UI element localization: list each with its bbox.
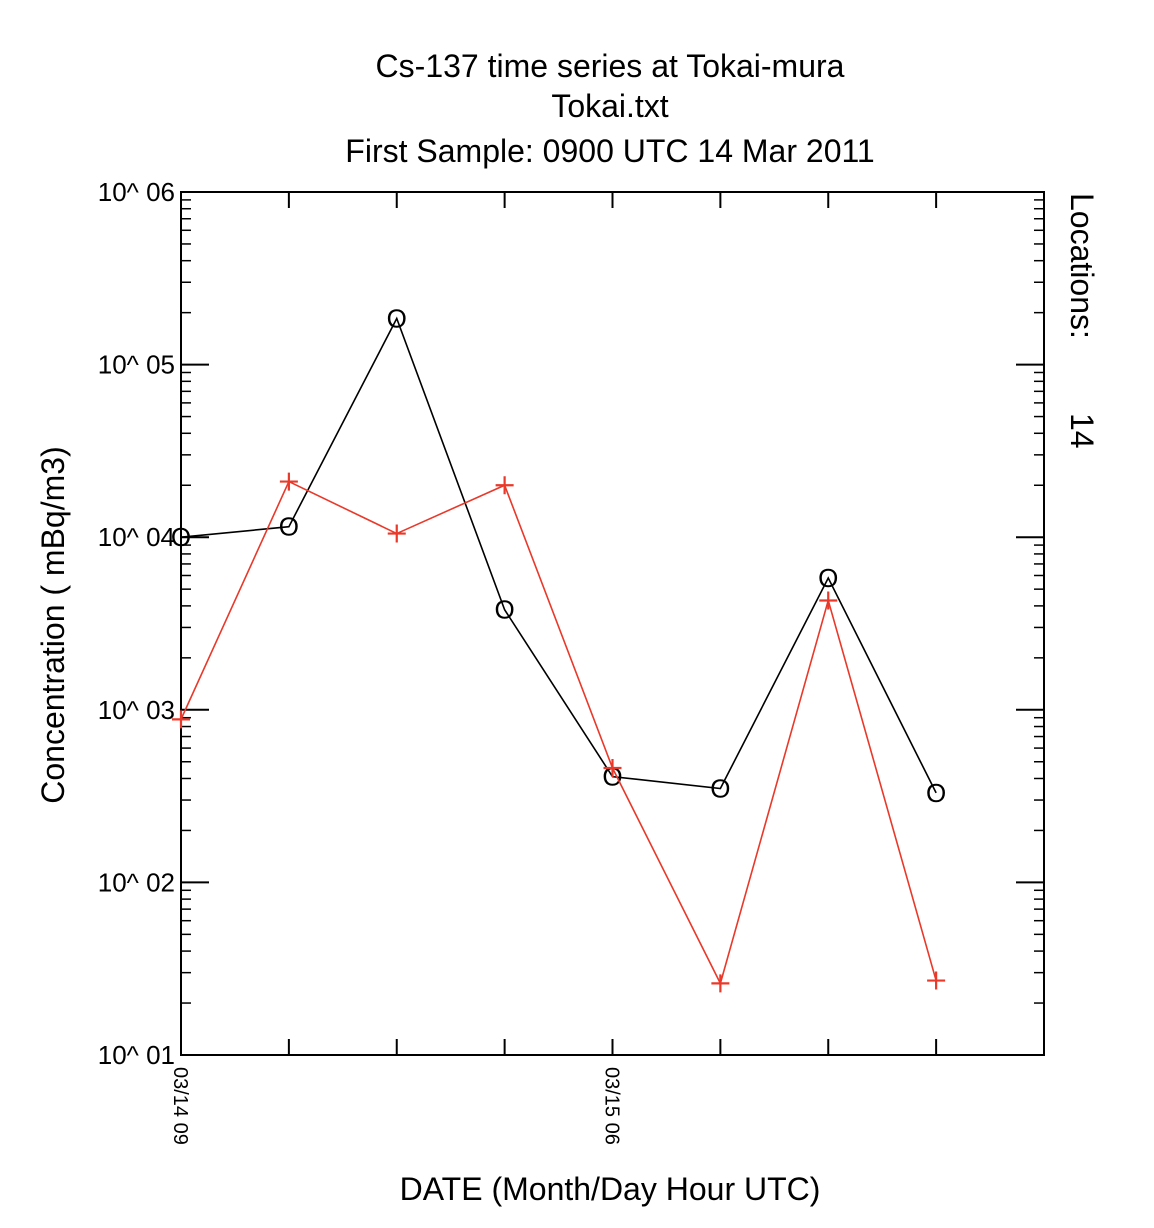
- plot-frame: [180, 191, 1045, 1056]
- x-tick-label: 03/14 09: [169, 1067, 191, 1145]
- title-line-3: First Sample: 0900 UTC 14 Mar 2011: [345, 133, 874, 169]
- axes: [180, 191, 1045, 1056]
- series-line-1: [180, 480, 937, 986]
- locations-label: Locations:: [1064, 193, 1100, 339]
- title-line-2: Tokai.txt: [551, 88, 668, 124]
- data-point-o: O: [495, 595, 515, 625]
- y-tick-label: 10^ 01: [98, 1040, 175, 1070]
- data-point-plus: [927, 971, 946, 990]
- y-tick-label: 10^ 06: [98, 177, 175, 207]
- x-axis-label: DATE (Month/Day Hour UTC): [400, 1171, 821, 1207]
- data-point-plus: [819, 591, 838, 610]
- series-line-0: [180, 316, 937, 794]
- data-point-plus: [387, 524, 406, 543]
- data-point-plus: [603, 759, 622, 778]
- title-line-1: Cs-137 time series at Tokai-mura: [376, 48, 845, 84]
- data-point-o: O: [387, 303, 407, 333]
- data-point-plus: [172, 710, 190, 729]
- y-tick-label: 10^ 02: [98, 867, 175, 897]
- data-point-o: O: [279, 512, 299, 542]
- data-point-plus: [495, 476, 514, 495]
- x-axis-ticks: 03/14 09 03/15 06: [169, 192, 938, 1145]
- data-point-plus: [279, 472, 298, 491]
- data-point-o: O: [171, 522, 191, 552]
- y-axis-label: Concentration ( mBq/m3): [35, 446, 71, 803]
- data-point-o: O: [710, 773, 730, 803]
- y-axis-ticks: 10^ 01 10^ 02 10^ 03 10^ 04 10^ 05 10^ 06: [98, 177, 1044, 1070]
- data-point-o: O: [926, 778, 946, 808]
- y-tick-label: 10^ 05: [98, 350, 175, 380]
- data-point-plus: [711, 974, 730, 993]
- locations-value: 14: [1064, 413, 1100, 449]
- x-tick-label: 03/15 06: [601, 1067, 623, 1145]
- chart-title: Cs-137 time series at Tokai-mura Tokai.t…: [345, 48, 874, 169]
- y-tick-label: 10^ 03: [98, 695, 175, 725]
- data-point-o: O: [818, 563, 838, 593]
- y-tick-label: 10^ 04: [98, 522, 175, 552]
